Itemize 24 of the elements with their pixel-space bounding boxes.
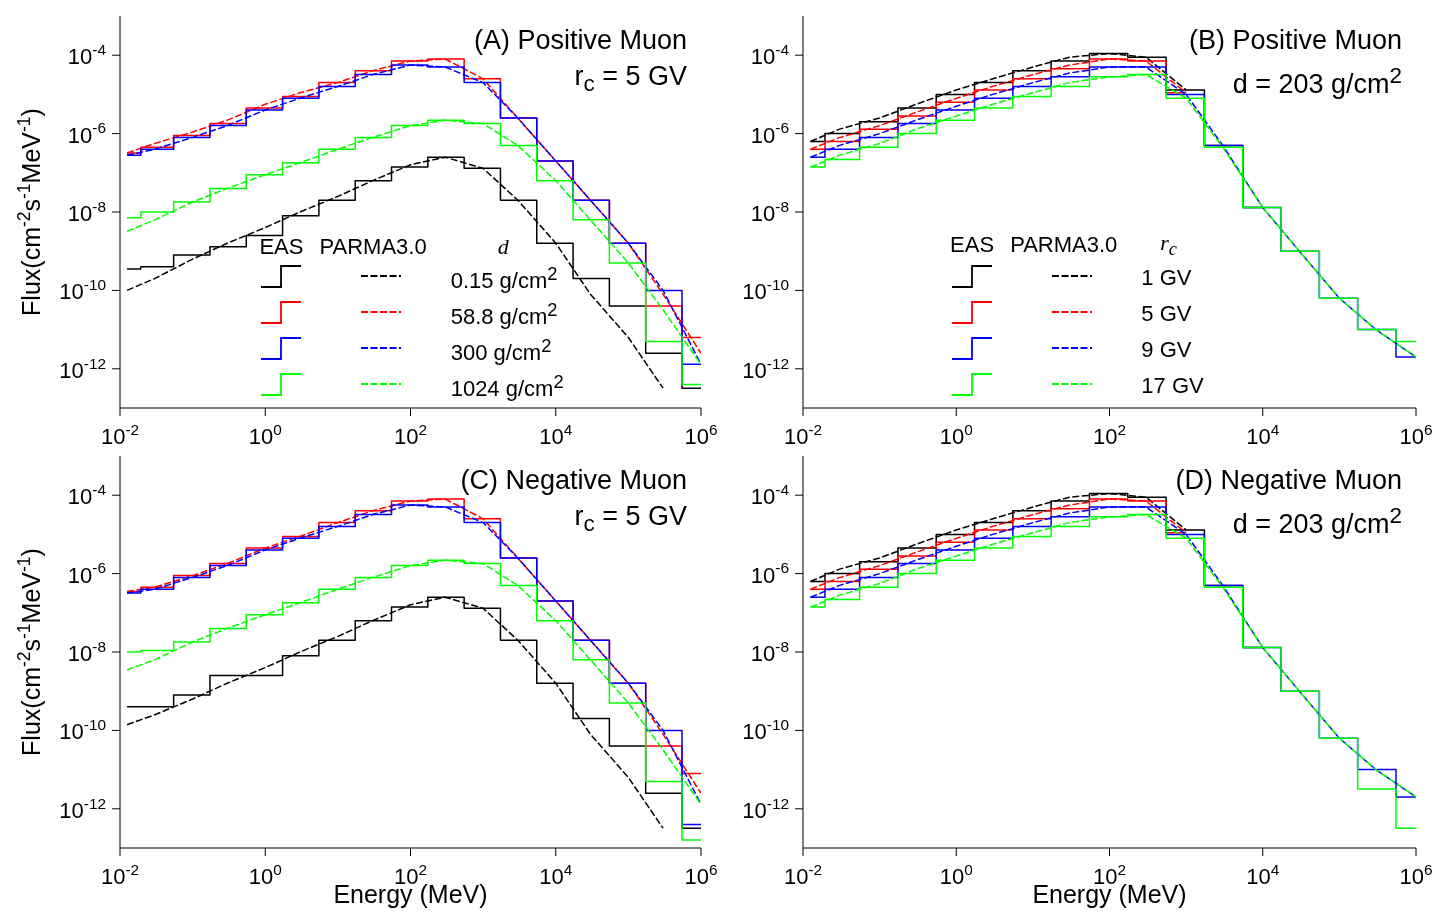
annotation: EAS — [950, 231, 995, 257]
legend-label: 300 g/cm$^{2}$ — [450, 334, 552, 365]
y-axis-title: Flux(cm-2s-1MeV-1) — [13, 548, 45, 756]
annotation: PARMA3.0 — [1010, 231, 1118, 257]
chart-title: (B) Positive Muon — [1188, 24, 1402, 57]
annotation: EAS — [259, 234, 304, 259]
legend-title: d — [497, 234, 509, 259]
legend-label: 0.15 g/cm$^{2}$ — [450, 262, 558, 293]
text: d = 203 g/cm$^{2}$ — [1231, 502, 1402, 541]
legend-label: 9 GV — [1141, 337, 1192, 362]
y-axis-title: Flux(cm-2s-1MeV-1) — [13, 108, 45, 316]
chart-title: (C) Negative Muon — [460, 464, 687, 497]
text: d = 203 g/cm$^{2}$ — [1231, 62, 1402, 101]
legend-label: 1 GV — [1141, 265, 1192, 290]
legend-title: r$_{c}$ — [1160, 229, 1177, 259]
text: r$_{c}$ = 5 GV — [573, 500, 687, 539]
legend-label: 58.8 g/cm$^{2}$ — [450, 298, 558, 329]
legend-label: 5 GV — [1141, 301, 1192, 326]
legend-label: 17 GV — [1141, 373, 1204, 398]
text: r$_{c}$ = 5 GV — [573, 60, 687, 99]
chart-title: (A) Positive Muon — [473, 24, 687, 57]
chart-title: (D) Negative Muon — [1175, 464, 1402, 497]
legend-label: 1024 g/cm$^{2}$ — [450, 370, 564, 401]
annotation: PARMA3.0 — [319, 234, 427, 259]
